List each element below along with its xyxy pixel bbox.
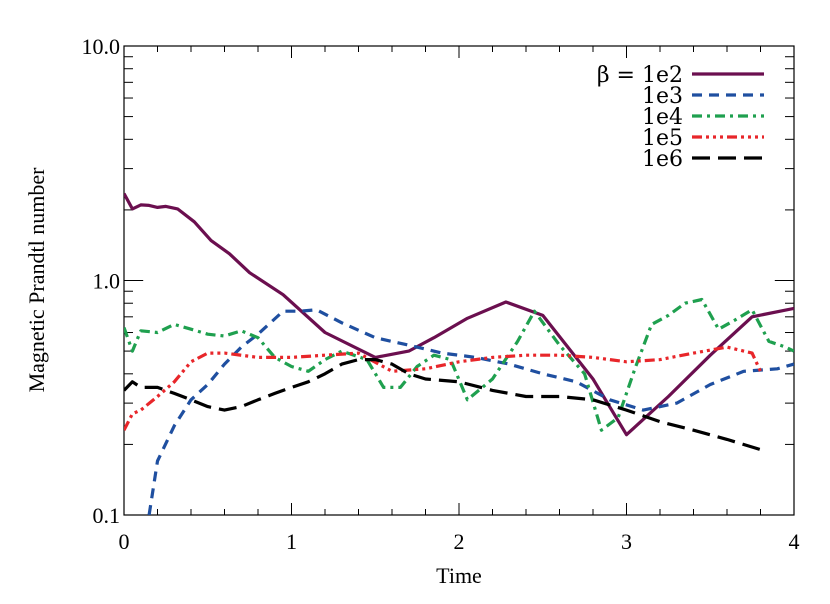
series-line-3	[124, 297, 794, 432]
legend-label: 1e3	[642, 84, 683, 109]
axis-ticks	[123, 45, 795, 516]
x-axis-label: Time	[436, 563, 482, 588]
y-axis-label: Magnetic Prandtl number	[24, 167, 49, 393]
series-line-5	[124, 358, 761, 452]
x-tick-label: 0	[119, 529, 130, 554]
x-tick-label: 2	[454, 529, 465, 554]
series-lines	[124, 192, 794, 515]
legend-label: 1e5	[642, 126, 683, 151]
x-tick-label: 4	[789, 529, 800, 554]
legend-label: 1e4	[642, 105, 683, 130]
x-tick-label: 3	[621, 529, 632, 554]
y-tick-label: 1.0	[93, 269, 121, 294]
series-line-4	[124, 345, 762, 431]
series-line-2	[147, 308, 794, 515]
tick-labels: 0 1 2 3 4 0.1 1.0 10.0	[82, 34, 800, 554]
legend-label: 1e6	[642, 147, 683, 172]
legend-label: β = 1e2	[597, 63, 683, 88]
y-tick-label: 0.1	[93, 503, 121, 528]
x-tick-label: 1	[286, 529, 297, 554]
series-line-1	[124, 192, 794, 437]
y-tick-label: 10.0	[82, 34, 121, 59]
